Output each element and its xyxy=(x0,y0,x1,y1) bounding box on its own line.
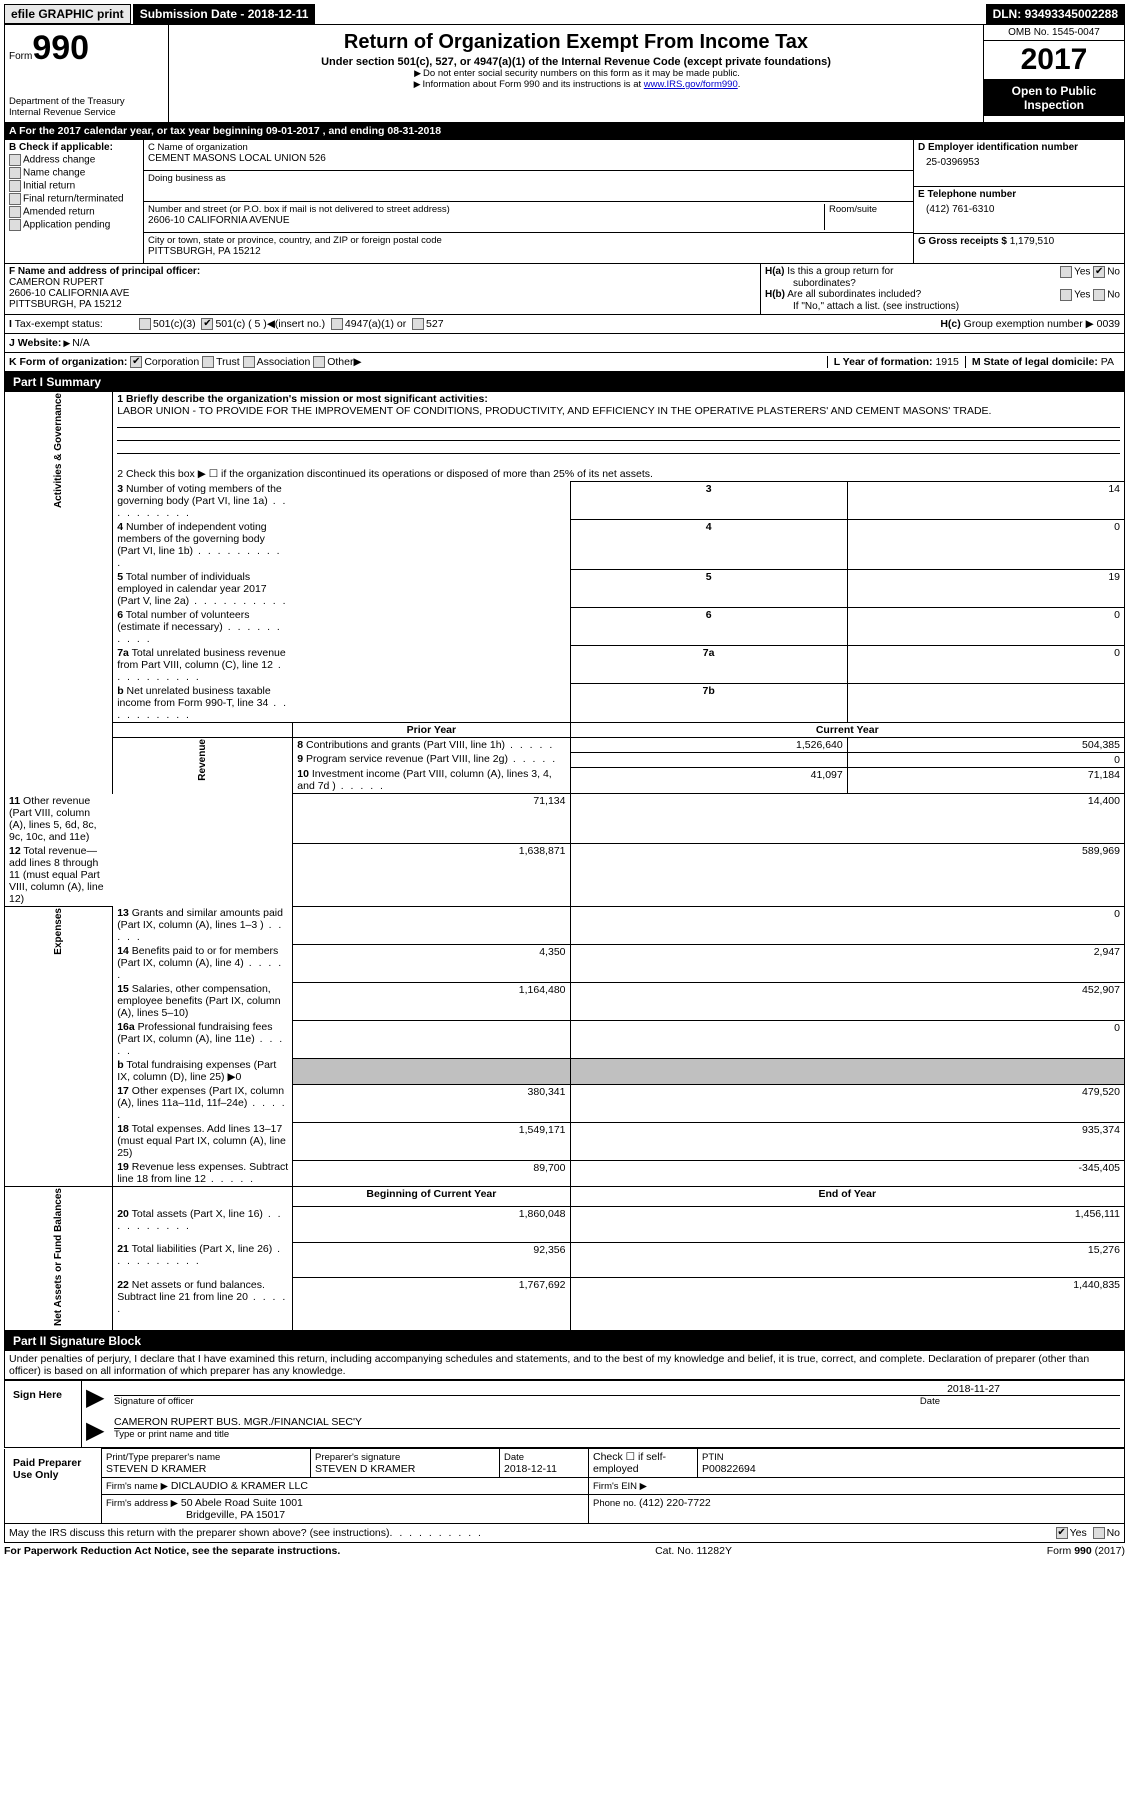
summary-table: Activities & Governance 1 Briefly descri… xyxy=(4,392,1125,1331)
form-header: Form990 Department of the Treasury Inter… xyxy=(4,24,1125,123)
submission-date-box: Submission Date - 2018-12-11 xyxy=(133,4,316,24)
efile-box[interactable]: efile GRAPHIC print xyxy=(4,4,131,24)
org-name: CEMENT MASONS LOCAL UNION 526 xyxy=(148,153,909,164)
part2-header: Part II Signature Block xyxy=(4,1331,1125,1351)
box-i-row: I Tax-exempt status: 501(c)(3) 501(c) ( … xyxy=(4,315,1125,334)
form-number-block: Form990 Department of the Treasury Inter… xyxy=(5,25,169,122)
discuss-row: May the IRS discuss this return with the… xyxy=(4,1524,1125,1543)
org-address: 2606-10 CALIFORNIA AVENUE xyxy=(148,215,824,226)
box-f: F Name and address of principal officer:… xyxy=(5,264,760,314)
top-bar: efile GRAPHIC print Submission Date - 20… xyxy=(4,4,1125,24)
telephone: (412) 761-6310 xyxy=(918,200,1120,215)
box-k-row: K Form of organization: Corporation Trus… xyxy=(4,353,1125,372)
omb-block: OMB No. 1545-0047 2017 Open to Public In… xyxy=(983,25,1124,122)
entity-info-block: B Check if applicable: Address change Na… xyxy=(4,140,1125,264)
right-info-col: D Employer identification number 25-0396… xyxy=(913,140,1124,263)
page-footer: For Paperwork Reduction Act Notice, see … xyxy=(4,1543,1125,1559)
section-a-bar: A For the 2017 calendar year, or tax yea… xyxy=(4,123,1125,140)
sign-here-block: Sign Here ▶ 2018-11-27 Signature of offi… xyxy=(4,1380,1125,1448)
title-block: Return of Organization Exempt From Incom… xyxy=(169,25,983,122)
irs-link[interactable]: www.IRS.gov/form990 xyxy=(644,79,738,90)
box-b: B Check if applicable: Address change Na… xyxy=(5,140,144,263)
check-application-pending[interactable]: Application pending xyxy=(9,219,139,231)
org-city: PITTSBURGH, PA 15212 xyxy=(148,246,909,257)
box-j-row: J Website: N/A xyxy=(4,334,1125,353)
box-c: C Name of organization CEMENT MASONS LOC… xyxy=(144,140,913,263)
dln-box: DLN: 93493345002288 xyxy=(986,4,1125,24)
gross-receipts: 1,179,510 xyxy=(1010,236,1055,247)
form-title: Return of Organization Exempt From Incom… xyxy=(177,31,975,54)
check-initial-return[interactable]: Initial return xyxy=(9,180,139,192)
check-final-return[interactable]: Final return/terminated xyxy=(9,193,139,205)
mission-text: LABOR UNION - TO PROVIDE FOR THE IMPROVE… xyxy=(117,405,991,417)
box-h: H(a) Is this a group return for Yes No s… xyxy=(760,264,1124,314)
check-name-change[interactable]: Name change xyxy=(9,167,139,179)
penalty-statement: Under penalties of perjury, I declare th… xyxy=(4,1351,1125,1380)
paid-preparer-block: Paid Preparer Use Only Print/Type prepar… xyxy=(4,1448,1125,1524)
part1-header: Part I Summary xyxy=(4,372,1125,392)
check-amended-return[interactable]: Amended return xyxy=(9,206,139,218)
check-address-change[interactable]: Address change xyxy=(9,154,139,166)
ein: 25-0396953 xyxy=(918,153,1120,168)
